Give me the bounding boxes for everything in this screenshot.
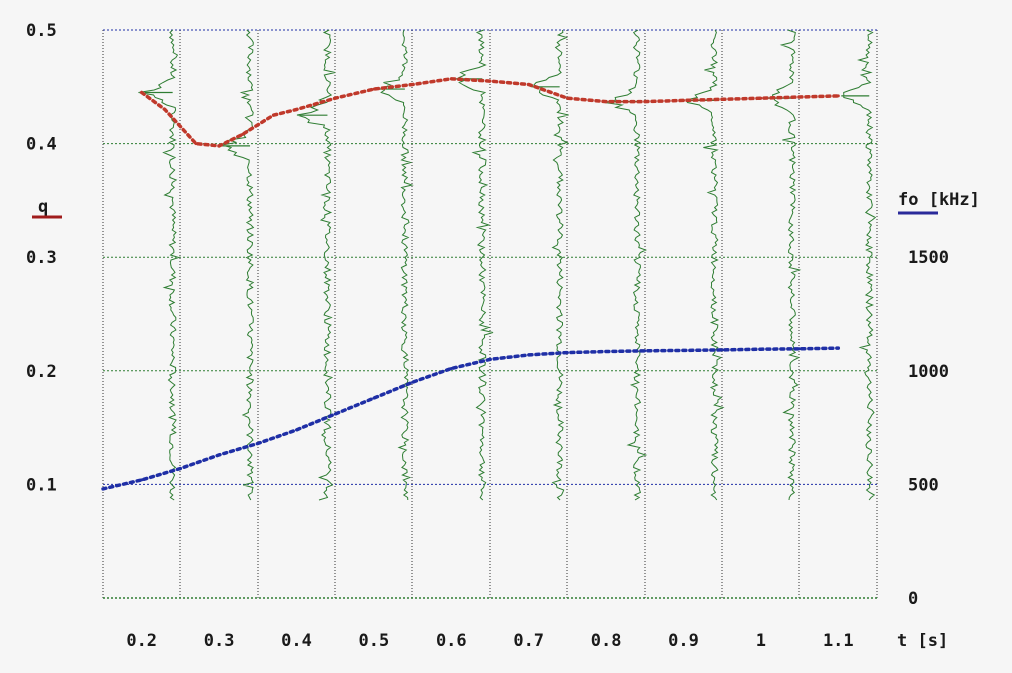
x-tick-label: 0.4 (281, 631, 312, 651)
fo-series-point (643, 349, 647, 353)
fo-series-point (565, 351, 569, 355)
fo-series-line (101, 346, 841, 491)
x-axis-label: t [s] (897, 631, 948, 651)
fo-series-point (372, 396, 376, 400)
spectrum-trace (221, 29, 255, 501)
fo-series-point (295, 428, 298, 432)
q-series-point (798, 95, 802, 99)
q-series-point (488, 79, 492, 83)
x-tick-label: 0.3 (204, 631, 235, 651)
fo-series-point (449, 367, 453, 370)
fo-series-point (140, 478, 144, 482)
q-series-point (271, 113, 275, 117)
y-tick-label-left: 0.3 (26, 248, 57, 268)
x-tick-label: 0.8 (591, 631, 622, 651)
y-tick-label-right: 0 (908, 589, 918, 609)
q-series-point (372, 87, 376, 91)
q-series-point (759, 96, 763, 100)
q-series-point (836, 94, 840, 98)
q-series-point (643, 100, 647, 104)
q-series-point (194, 142, 198, 146)
fo-series-point (101, 487, 105, 491)
x-tick-label: 0.7 (513, 631, 544, 651)
right-axis-label: fo [kHz] (898, 190, 980, 210)
fo-series-point (217, 453, 221, 457)
y-tick-label-left: 0.4 (26, 135, 57, 155)
q-series-point (565, 96, 569, 100)
spectrum-trace (457, 29, 494, 501)
q-series-point (217, 144, 221, 148)
q-series-point (527, 83, 531, 86)
x-tick-label: 1 (756, 631, 766, 651)
fo-series-point (604, 350, 608, 353)
spectrum-trace (604, 29, 648, 501)
q-series-point (449, 77, 453, 81)
y-tick-label-right: 1500 (908, 248, 949, 268)
spectrum-trace (843, 29, 877, 501)
series-layer (101, 77, 841, 491)
fo-series-point (836, 346, 840, 350)
tick-labels: 0.1 0.2 0.3 0.4 0.5 0 500 1000 1500 0.2 0.3 0.4 0.5 0… (26, 21, 949, 651)
y-tick-label-left: 0.1 (26, 475, 57, 495)
fo-series-point (333, 412, 337, 416)
x-tick-label: 0.2 (126, 631, 157, 651)
fo-series-point (256, 442, 260, 445)
fo-series-point (527, 353, 531, 357)
q-series-point (411, 83, 415, 86)
y-tick-label-left: 0.5 (26, 21, 57, 41)
left-axis-label: q (38, 197, 48, 217)
x-tick-label: 1.1 (823, 631, 854, 651)
spectrum-trace (771, 29, 802, 501)
q-series-point (295, 108, 298, 111)
fo-series-point (488, 357, 492, 361)
x-tick-label: 0.6 (436, 631, 467, 651)
fo-series-point (682, 348, 685, 352)
spectrum-trace (685, 29, 725, 501)
y-tick-label-left: 0.2 (26, 362, 57, 382)
y-tick-label-right: 500 (908, 475, 939, 495)
q-series-point (163, 108, 167, 111)
spectrum-trace (532, 29, 569, 501)
q-series-point (140, 91, 144, 94)
spectrum-trace (380, 29, 414, 501)
y-tick-label-right: 1000 (908, 362, 949, 382)
q-series-point (240, 133, 244, 136)
fo-series-point (798, 347, 802, 351)
x-tick-label: 0.9 (668, 631, 699, 651)
spectrum-trace (296, 29, 336, 501)
fo-series-point (178, 467, 182, 470)
q-series-point (604, 100, 608, 104)
x-tick-label: 0.5 (359, 631, 390, 651)
q-series-point (720, 97, 724, 101)
spectrum-trace (138, 29, 181, 501)
q-series-point (682, 98, 685, 102)
fo-series-point (720, 348, 724, 352)
fo-series-point (411, 380, 415, 384)
q-series-point (333, 96, 337, 100)
fo-series-point (759, 347, 763, 351)
